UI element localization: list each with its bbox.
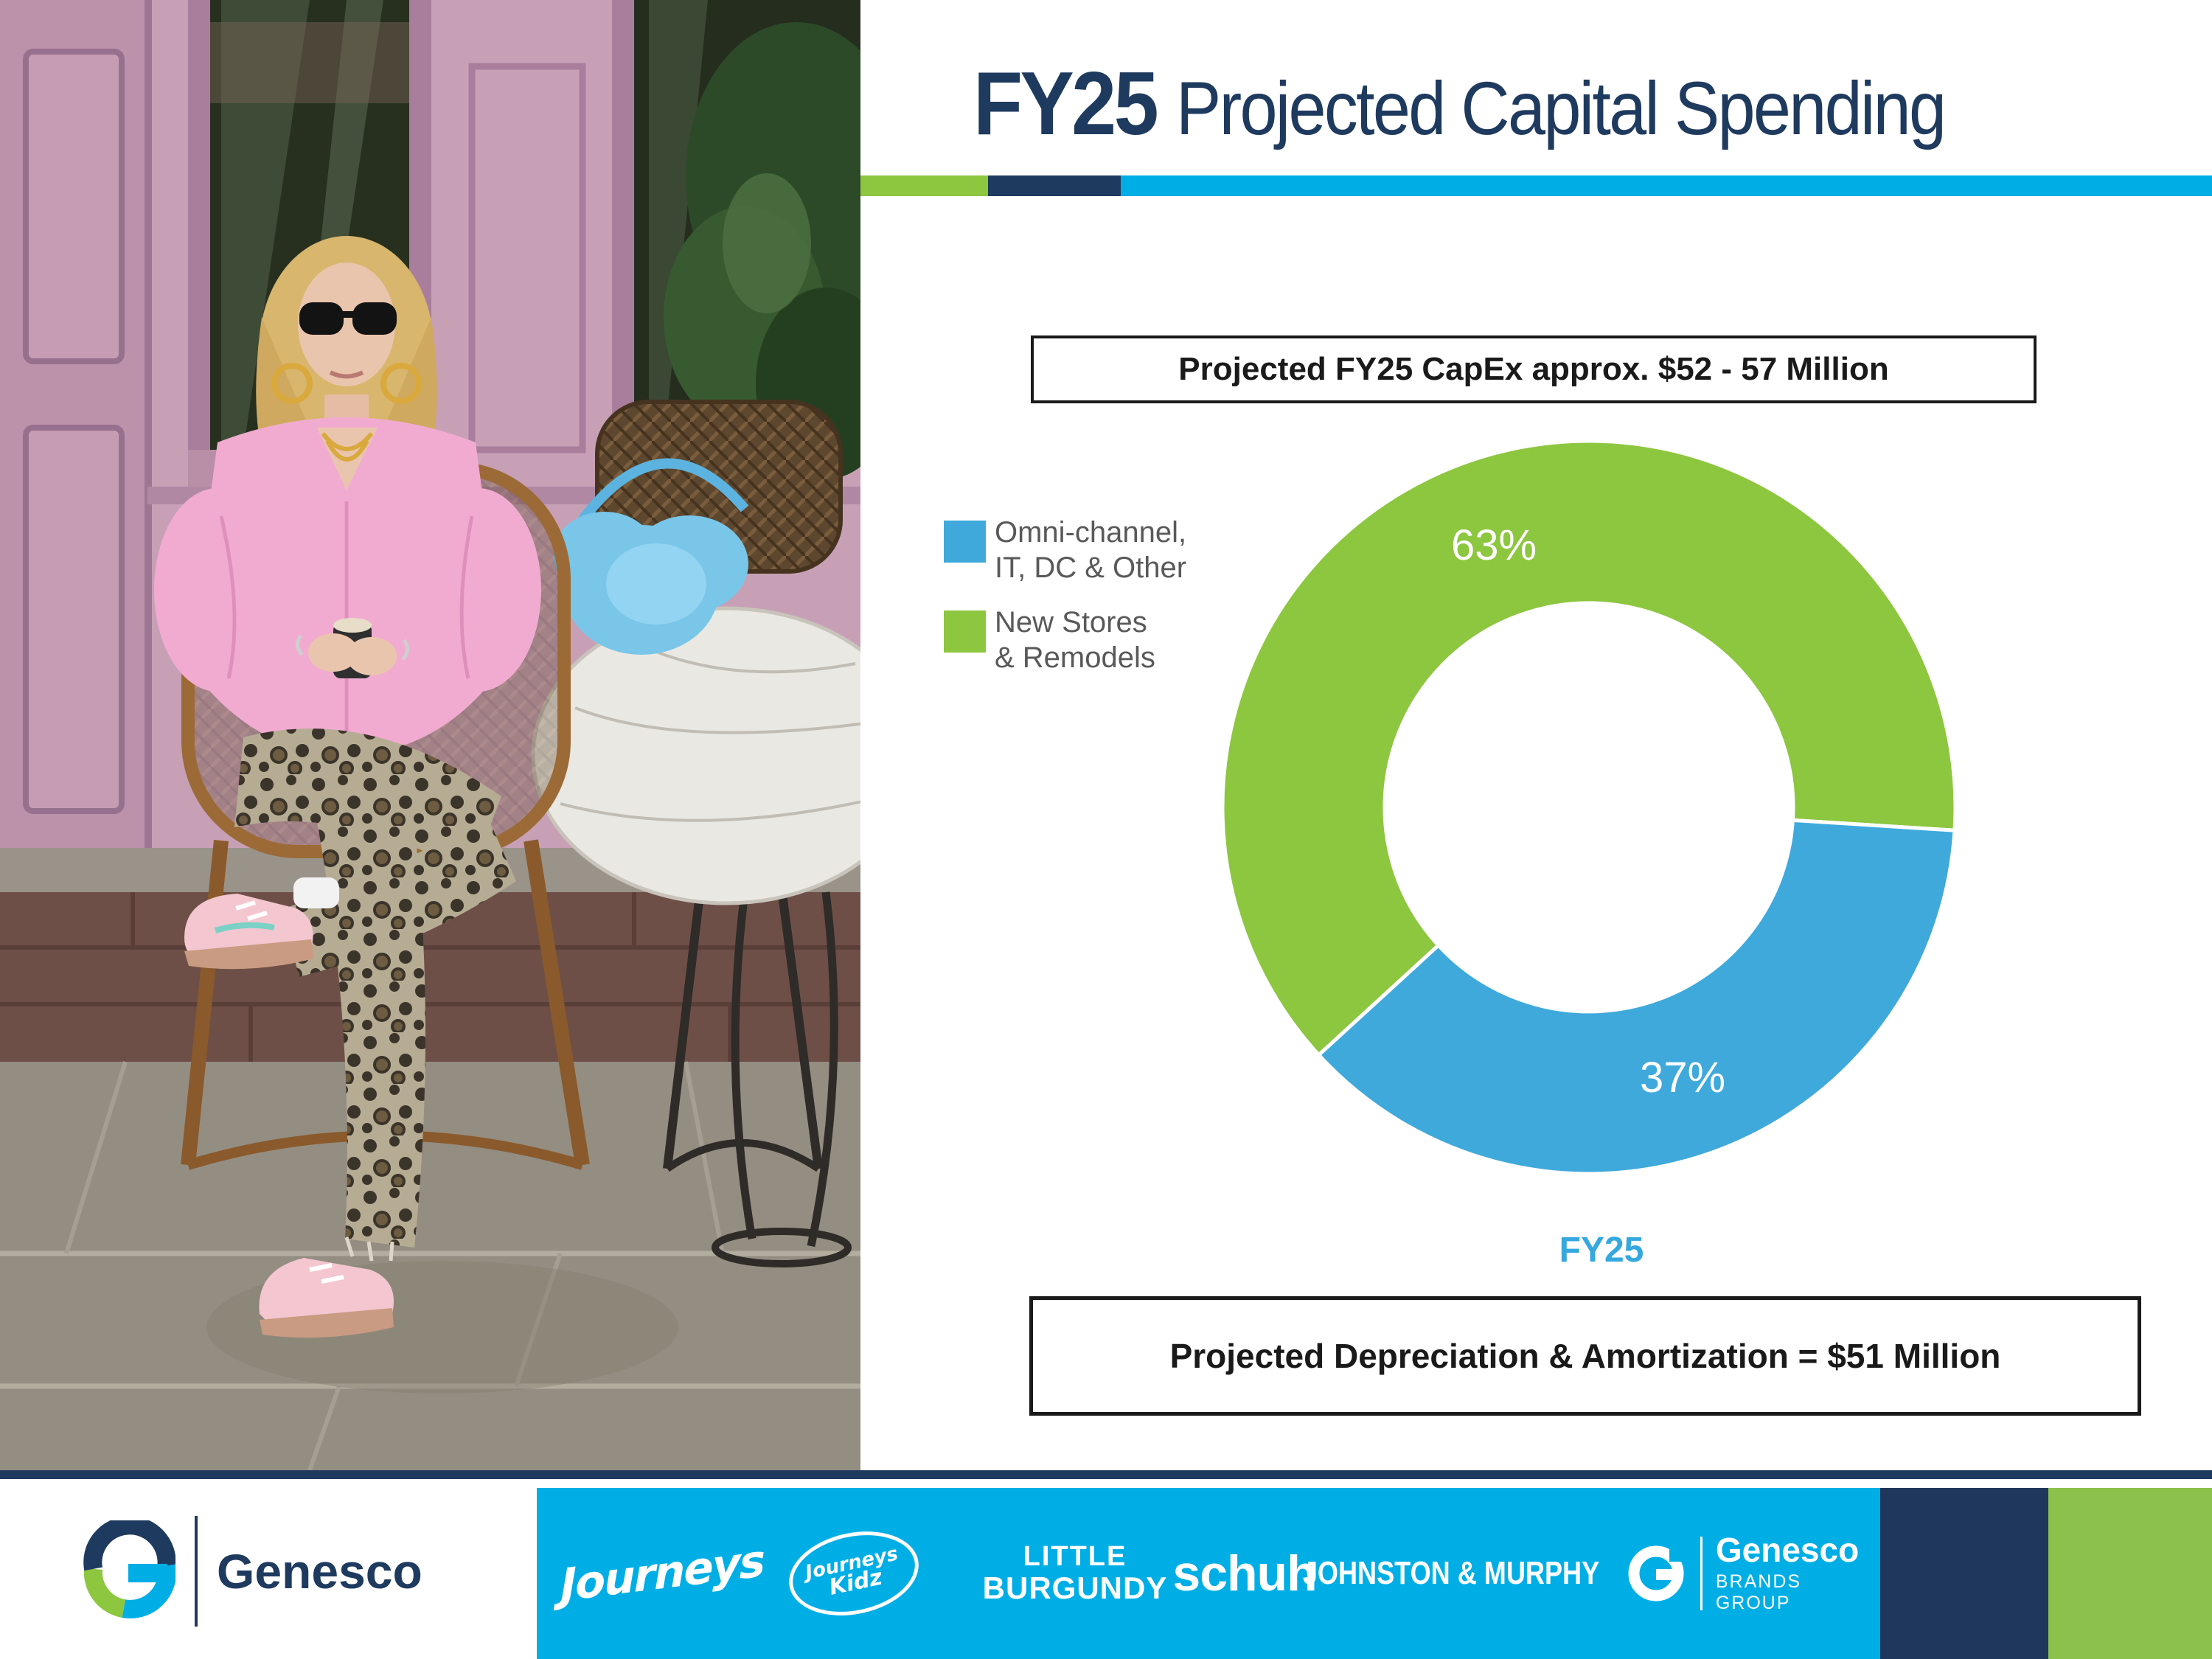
- title-text: Projected Capital Spending: [1176, 66, 1947, 150]
- little-burgundy-line2: BURGUNDY: [982, 1570, 1168, 1605]
- journeys-logo: Journeys: [560, 1534, 765, 1613]
- legend-label: Omni-channel, IT, DC & Other: [995, 515, 1186, 585]
- capex-banner-text: Projected FY25 CapEx approx. $52 - 57 Mi…: [1178, 351, 1889, 387]
- johnston-murphy-logo: JOHNSTON & MURPHY: [1302, 1555, 1600, 1591]
- legend-swatch-blue: [944, 521, 986, 563]
- genesco-logo: Genesco: [81, 1516, 422, 1627]
- little-burgundy-line1: LITTLE: [1023, 1541, 1127, 1572]
- brands-group-g-icon: [1628, 1545, 1688, 1601]
- donut-slice-new-stores: [1220, 439, 1958, 1058]
- logo-divider: [1700, 1537, 1703, 1610]
- divider-segment-navy: [988, 175, 1121, 196]
- footer-navy-block: [1880, 1488, 2048, 1659]
- depreciation-banner: Projected Depreciation & Amortization = …: [1029, 1296, 2141, 1416]
- genesco-brands-group-logo: Genesco BRANDS GROUP: [1628, 1488, 1871, 1659]
- page-title: FY25 Projected Capital Spending: [973, 52, 1947, 155]
- logo-divider: [195, 1516, 198, 1627]
- footer: Genesco Journeys Journeys Kidz LITTLE BU…: [0, 1488, 2212, 1659]
- brands-group-subtitle: BRANDS GROUP: [1715, 1571, 1802, 1613]
- schuh-logo: schuh: [1172, 1545, 1317, 1601]
- divider-segment-cyan: [1121, 175, 2212, 196]
- genesco-wordmark: Genesco: [217, 1544, 422, 1599]
- journeys-kidz-oval: Journeys Kidz: [781, 1520, 927, 1627]
- capex-banner: Projected FY25 CapEx approx. $52 - 57 Mi…: [1031, 335, 2037, 403]
- little-burgundy-logo: LITTLE BURGUNDY: [979, 1488, 1171, 1659]
- legend-label: New Stores & Remodels: [995, 605, 1155, 675]
- donut-chart: [1220, 439, 1958, 1176]
- photo-illustration: [0, 0, 860, 1470]
- legend-label-line2: IT, DC & Other: [995, 552, 1187, 584]
- journeys-kidz-logo: Journeys Kidz: [780, 1488, 928, 1659]
- depreciation-banner-text: Projected Depreciation & Amortization = …: [1169, 1337, 2001, 1375]
- legend-swatch-green: [944, 611, 986, 653]
- brands-band: Journeys Journeys Kidz LITTLE BURGUNDY s…: [537, 1488, 1880, 1659]
- data-label-green: 63%: [1450, 521, 1537, 569]
- legend-item-omni-channel: Omni-channel, IT, DC & Other: [944, 515, 1186, 585]
- chart-axis-label: FY25: [1559, 1231, 1644, 1270]
- photo-woman-seated: [0, 0, 860, 1470]
- footer-green-block: [2048, 1488, 2212, 1659]
- title-highlight: FY25: [973, 53, 1159, 153]
- divider-segment-green: [860, 175, 988, 196]
- photo-underline-rule: [0, 1470, 2212, 1479]
- legend-label-line1: Omni-channel,: [995, 516, 1187, 549]
- legend-item-new-stores: New Stores & Remodels: [944, 605, 1155, 675]
- brands-group-name: Genesco: [1715, 1531, 1860, 1569]
- legend-label-line1: New Stores: [995, 606, 1147, 639]
- genesco-g-icon: [83, 1520, 175, 1618]
- donut-slice-omni-channel: [1316, 818, 1957, 1176]
- legend-label-line2: & Remodels: [995, 641, 1155, 674]
- data-label-blue: 37%: [1639, 1054, 1726, 1102]
